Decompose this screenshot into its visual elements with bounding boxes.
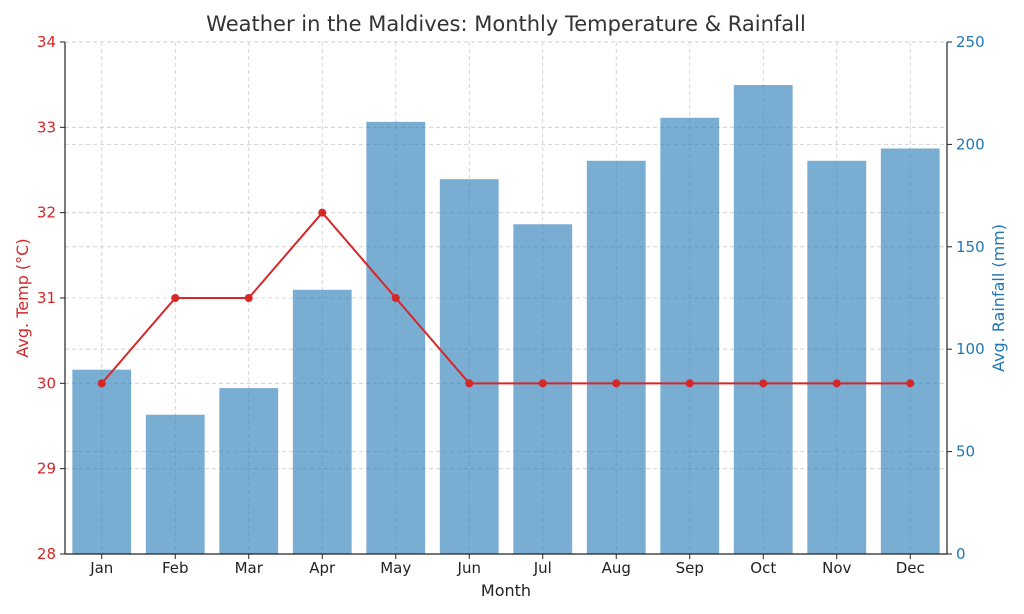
y-right-tick-label: 150 xyxy=(956,238,985,256)
temperature-point-jul xyxy=(538,379,547,388)
rainfall-bar-oct xyxy=(733,85,793,555)
rainfall-bar-sep xyxy=(660,117,720,554)
rainfall-bar-jan xyxy=(72,369,132,554)
x-tick-label: Jun xyxy=(457,559,481,577)
x-tick-label: May xyxy=(380,559,411,577)
x-tick-label: Mar xyxy=(235,559,264,577)
axes: 28 29 30 31 32 33 34 0 50 100 150 200 250 Jan Feb Mar Ap… xyxy=(37,33,985,577)
y-right-tick-label: 250 xyxy=(956,33,985,51)
rainfall-bar-apr xyxy=(292,289,352,554)
temperature-point-jan xyxy=(97,379,106,388)
rainfall-bar-mar xyxy=(219,388,279,554)
temperature-point-sep xyxy=(685,379,694,388)
y-right-tick-label: 0 xyxy=(956,545,966,563)
temperature-point-apr xyxy=(318,208,327,217)
y-right-tick-label: 200 xyxy=(956,135,985,153)
rainfall-bars xyxy=(72,85,940,555)
y-left-tick-label: 34 xyxy=(37,33,56,51)
y-left-tick-label: 28 xyxy=(37,545,56,563)
y-left-tick-label: 32 xyxy=(37,204,56,222)
rainfall-bar-may xyxy=(366,121,426,554)
chart-title: Weather in the Maldives: Monthly Tempera… xyxy=(206,12,806,36)
rainfall-bar-dec xyxy=(880,148,940,554)
rainfall-bar-jun xyxy=(439,179,499,554)
temperature-line xyxy=(97,208,915,388)
y-axis-right-label: Avg. Rainfall (mm) xyxy=(989,224,1008,372)
y-left-tick-label: 31 xyxy=(37,289,56,307)
x-axis-label: Month xyxy=(481,581,531,600)
temperature-point-nov xyxy=(832,379,841,388)
rainfall-bar-nov xyxy=(807,160,867,554)
x-tick-label: Aug xyxy=(602,559,631,577)
temperature-point-oct xyxy=(759,379,768,388)
x-tick-label: Oct xyxy=(750,559,776,577)
temperature-point-dec xyxy=(906,379,915,388)
temperature-point-may xyxy=(391,294,400,302)
y-right-tick-label: 50 xyxy=(956,443,975,461)
temperature-point-mar xyxy=(244,294,253,302)
x-tick-label: Nov xyxy=(822,559,851,577)
y-left-tick-label: 33 xyxy=(37,118,56,136)
rainfall-bar-aug xyxy=(586,160,646,554)
y-left-tick-label: 29 xyxy=(37,460,56,478)
x-tick-label: Sep xyxy=(676,559,704,577)
temperature-point-aug xyxy=(612,379,621,388)
x-tick-label: Jan xyxy=(89,559,113,577)
y-right-tick-label: 100 xyxy=(956,340,985,358)
y-left-tick-label: 30 xyxy=(37,374,56,392)
x-tick-label: Feb xyxy=(162,559,189,577)
temperature-point-feb xyxy=(171,294,180,302)
temperature-line-path xyxy=(100,211,911,385)
y-axis-left-label: Avg. Temp (°C) xyxy=(13,238,32,357)
x-tick-label: Jul xyxy=(533,559,552,577)
x-tick-label: Apr xyxy=(309,559,336,577)
rainfall-bar-feb xyxy=(145,414,205,554)
temperature-point-jun xyxy=(465,379,474,388)
x-tick-label: Dec xyxy=(896,559,925,577)
rainfall-bar-jul xyxy=(513,224,573,554)
